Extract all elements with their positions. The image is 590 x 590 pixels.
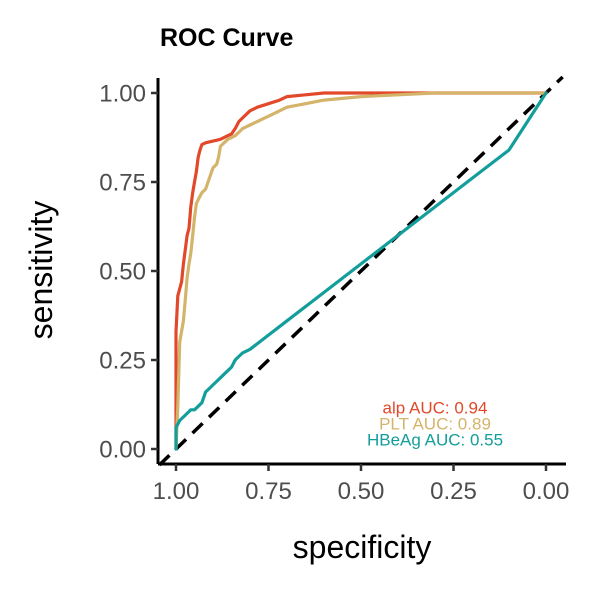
y-tick-label: 0.50 [99,259,146,286]
x-tick-label: 0.75 [245,478,292,505]
y-tick-label: 0.25 [99,348,146,375]
x-tick-label: 0.50 [338,478,385,505]
x-axis-title: specificity [293,529,432,565]
plot-area: 0.00 0.25 0.50 0.75 1.00 1.00 0.75 0.50 0.25 0.00… [99,75,570,505]
auc-annotation-2: HBeAg AUC: 0.55 [367,430,503,449]
roc-curve-series-0 [174,91,548,451]
x-tick-label: 1.00 [153,478,200,505]
x-tick-label: 0.25 [430,478,477,505]
auc-annotation-0: alp AUC: 0.94 [383,398,488,417]
chart-title: ROC Curve [160,24,293,52]
auc-annotation-1: PLT AUC: 0.89 [379,414,491,433]
reference-diagonal-line [158,75,564,467]
roc-curve-series-1 [174,91,548,451]
roc-curve-series-2 [174,91,548,451]
y-tick-label: 0.00 [99,437,146,464]
y-axis-title: sensitivity [23,201,59,340]
y-tick-label: 1.00 [99,81,146,108]
x-tick-label: 0.00 [523,478,570,505]
y-tick-label: 0.75 [99,170,146,197]
